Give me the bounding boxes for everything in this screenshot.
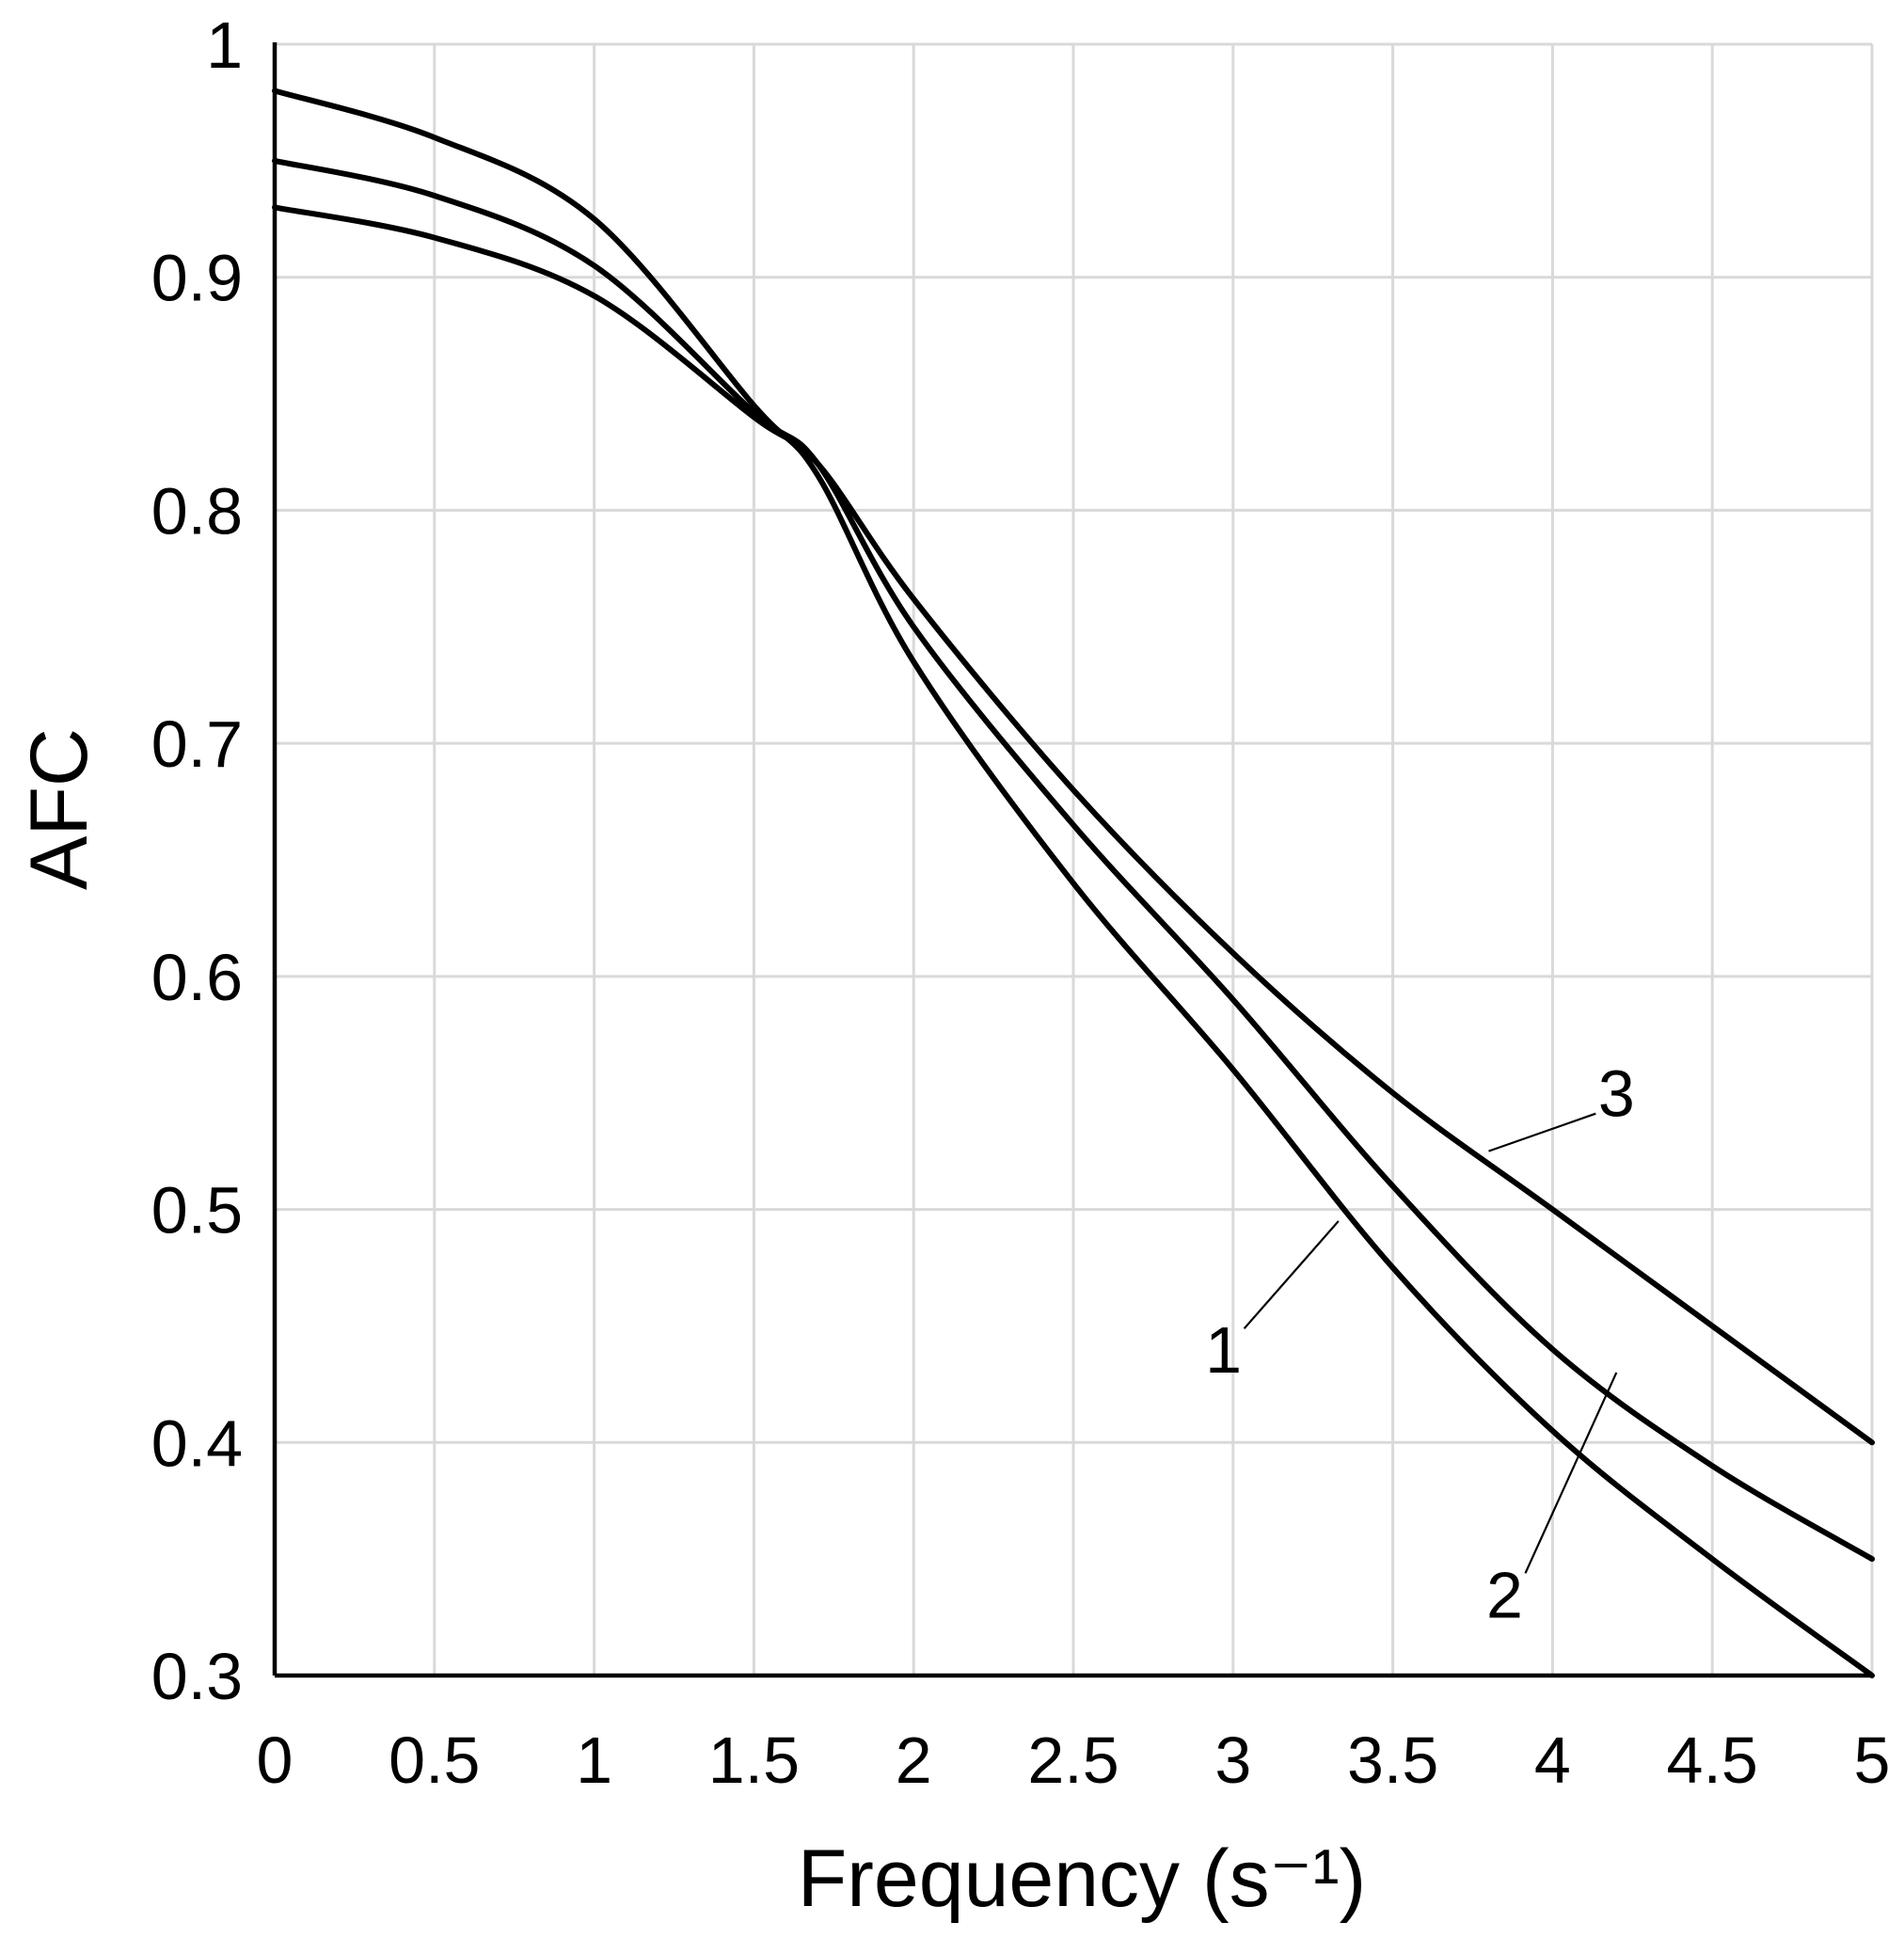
y-axis-title: AFC [14,728,104,890]
y-tick-label: 0.3 [151,1640,243,1713]
series-line-2 [272,157,1875,1563]
x-tick-label: 2.5 [1027,1724,1119,1797]
series-labels: 1 2 3 [1205,1057,1635,1632]
y-tick-label: 0.9 [151,242,243,315]
x-tick-label: 3 [1214,1724,1251,1797]
series-label-2: 2 [1486,1558,1523,1631]
x-axis-title: Frequency (s⁻¹) [798,1834,1367,1924]
x-tick-label: 1 [576,1724,612,1797]
x-tick-label: 5 [1854,1724,1891,1797]
y-tick-label: 1 [206,8,243,82]
y-tick-label: 0.7 [151,707,243,781]
series-leader-2 [1524,1372,1618,1574]
x-tick-label: 0.5 [389,1724,480,1797]
series-label-1: 1 [1205,1313,1242,1387]
axes [272,42,1872,1678]
series-leader-3 [1488,1112,1596,1152]
y-tick-label: 0.4 [151,1406,243,1480]
x-tick-label: 1.5 [708,1724,800,1797]
y-tick-label: 0.5 [151,1174,243,1247]
grid [275,42,1874,1676]
series-label-3: 3 [1598,1057,1635,1131]
x-tick-label: 2 [896,1724,932,1797]
series-line-3 [272,204,1875,1446]
y-tick-label: 0.8 [151,474,243,548]
tick-labels: 0 0.5 1 1.5 2 2.5 3 3.5 4 4.5 5 0.3 0.4 0.5 0.6 0.7 0.8 0… [151,8,1891,1797]
series-leader-1 [1243,1220,1340,1329]
x-tick-label: 3.5 [1347,1724,1438,1797]
series-line-1 [272,87,1875,1678]
series-layer [272,87,1875,1678]
y-tick-label: 0.6 [151,941,243,1014]
x-tick-label: 0 [257,1724,294,1797]
x-tick-label: 4.5 [1667,1724,1758,1797]
x-tick-label: 4 [1534,1724,1571,1797]
